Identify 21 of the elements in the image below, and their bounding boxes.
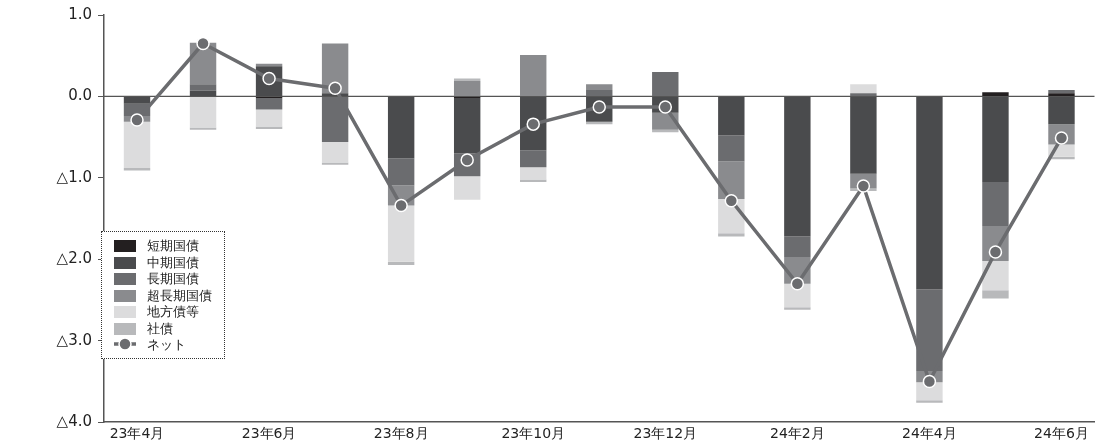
y-tick-label: △3.0 bbox=[56, 330, 92, 349]
x-tick-label: 23年12月 bbox=[633, 425, 698, 442]
x-tick-label: 23年10月 bbox=[501, 425, 566, 442]
x-tick-label: 23年6月 bbox=[241, 425, 297, 442]
legend-label: 中期国債 bbox=[147, 253, 199, 272]
x-tick-label: 24年2月 bbox=[769, 425, 825, 442]
x-tick-label: 24年4月 bbox=[902, 425, 957, 442]
y-tick-label: 1.0 bbox=[68, 4, 92, 23]
x-tick-label: 23年4月 bbox=[109, 425, 165, 442]
legend-label: 社債 bbox=[147, 319, 173, 338]
y-tick-label: △1.0 bbox=[56, 167, 92, 186]
x-tick-label: 24年6月 bbox=[1034, 425, 1089, 442]
legend-label: 短期国債 bbox=[147, 237, 199, 256]
legend-label: 長期国債 bbox=[147, 270, 199, 289]
legend-label: 超長期国債 bbox=[147, 286, 212, 305]
legend-label: ネット bbox=[147, 336, 186, 355]
y-tick-label: △2.0 bbox=[56, 249, 92, 268]
legend-label: 地方債等 bbox=[147, 303, 199, 322]
x-tick-label: 23年8月 bbox=[373, 425, 429, 442]
y-tick-label: △4.0 bbox=[56, 412, 92, 431]
y-tick-label: 0.0 bbox=[68, 86, 92, 105]
